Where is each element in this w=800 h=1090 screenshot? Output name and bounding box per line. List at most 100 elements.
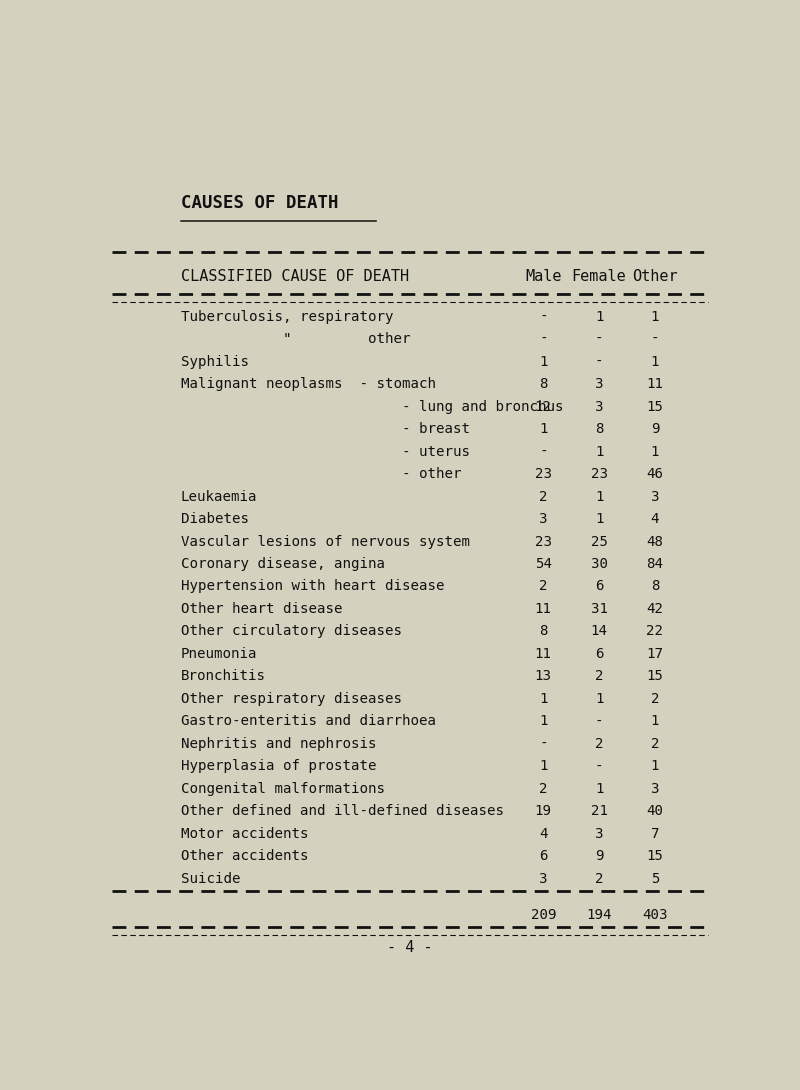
Text: Other accidents: Other accidents bbox=[181, 849, 308, 863]
Text: 1: 1 bbox=[595, 512, 603, 526]
Text: 1: 1 bbox=[650, 310, 659, 324]
Text: 3: 3 bbox=[650, 489, 659, 504]
Text: 15: 15 bbox=[646, 849, 663, 863]
Text: 6: 6 bbox=[595, 580, 603, 593]
Text: 3: 3 bbox=[650, 782, 659, 796]
Text: Congenital malformations: Congenital malformations bbox=[181, 782, 385, 796]
Text: 1: 1 bbox=[595, 489, 603, 504]
Text: Suicide: Suicide bbox=[181, 872, 240, 886]
Text: Coronary disease, angina: Coronary disease, angina bbox=[181, 557, 385, 571]
Text: Other circulatory diseases: Other circulatory diseases bbox=[181, 625, 402, 639]
Text: Female: Female bbox=[572, 269, 626, 284]
Text: 2: 2 bbox=[595, 669, 603, 683]
Text: 1: 1 bbox=[650, 760, 659, 774]
Text: 31: 31 bbox=[590, 602, 608, 616]
Text: 30: 30 bbox=[590, 557, 608, 571]
Text: -: - bbox=[539, 445, 547, 459]
Text: 8: 8 bbox=[595, 422, 603, 436]
Text: Motor accidents: Motor accidents bbox=[181, 827, 308, 840]
Text: 23: 23 bbox=[534, 467, 552, 481]
Text: -: - bbox=[595, 354, 603, 368]
Text: 84: 84 bbox=[646, 557, 663, 571]
Text: 2: 2 bbox=[595, 737, 603, 751]
Text: 14: 14 bbox=[590, 625, 608, 639]
Text: CLASSIFIED CAUSE OF DEATH: CLASSIFIED CAUSE OF DEATH bbox=[181, 269, 409, 284]
Text: 1: 1 bbox=[595, 692, 603, 706]
Text: 12: 12 bbox=[534, 400, 552, 413]
Text: Leukaemia: Leukaemia bbox=[181, 489, 257, 504]
Text: 4: 4 bbox=[539, 827, 547, 840]
Text: 54: 54 bbox=[534, 557, 552, 571]
Text: Hyperplasia of prostate: Hyperplasia of prostate bbox=[181, 760, 376, 774]
Text: 8: 8 bbox=[539, 625, 547, 639]
Text: 7: 7 bbox=[650, 827, 659, 840]
Text: 2: 2 bbox=[539, 782, 547, 796]
Text: 1: 1 bbox=[539, 714, 547, 728]
Text: - other: - other bbox=[181, 467, 461, 481]
Text: Bronchitis: Bronchitis bbox=[181, 669, 266, 683]
Text: 3: 3 bbox=[539, 512, 547, 526]
Text: 25: 25 bbox=[590, 534, 608, 548]
Text: 1: 1 bbox=[539, 354, 547, 368]
Text: 8: 8 bbox=[539, 377, 547, 391]
Text: -: - bbox=[539, 332, 547, 346]
Text: 2: 2 bbox=[650, 692, 659, 706]
Text: 13: 13 bbox=[534, 669, 552, 683]
Text: 1: 1 bbox=[595, 782, 603, 796]
Text: 2: 2 bbox=[539, 580, 547, 593]
Text: Gastro-enteritis and diarrhoea: Gastro-enteritis and diarrhoea bbox=[181, 714, 436, 728]
Text: Other heart disease: Other heart disease bbox=[181, 602, 342, 616]
Text: Pneumonia: Pneumonia bbox=[181, 647, 257, 661]
Text: - breast: - breast bbox=[181, 422, 470, 436]
Text: - 4 -: - 4 - bbox=[387, 940, 433, 955]
Text: - lung and bronchus: - lung and bronchus bbox=[181, 400, 563, 413]
Text: -: - bbox=[539, 310, 547, 324]
Text: 1: 1 bbox=[650, 354, 659, 368]
Text: 1: 1 bbox=[539, 692, 547, 706]
Text: 1: 1 bbox=[539, 422, 547, 436]
Text: 1: 1 bbox=[650, 445, 659, 459]
Text: 42: 42 bbox=[646, 602, 663, 616]
Text: CAUSES OF DEATH: CAUSES OF DEATH bbox=[181, 194, 338, 211]
Text: Tuberculosis, respiratory: Tuberculosis, respiratory bbox=[181, 310, 393, 324]
Text: 4: 4 bbox=[650, 512, 659, 526]
Text: -: - bbox=[539, 737, 547, 751]
Text: Diabetes: Diabetes bbox=[181, 512, 249, 526]
Text: 22: 22 bbox=[646, 625, 663, 639]
Text: 3: 3 bbox=[595, 377, 603, 391]
Text: 3: 3 bbox=[539, 872, 547, 886]
Text: -: - bbox=[650, 332, 659, 346]
Text: Male: Male bbox=[525, 269, 562, 284]
Text: 11: 11 bbox=[646, 377, 663, 391]
Text: 5: 5 bbox=[650, 872, 659, 886]
Text: 3: 3 bbox=[595, 400, 603, 413]
Text: 21: 21 bbox=[590, 804, 608, 819]
Text: 194: 194 bbox=[586, 908, 612, 922]
Text: 1: 1 bbox=[650, 714, 659, 728]
Text: 23: 23 bbox=[534, 534, 552, 548]
Text: - uterus: - uterus bbox=[181, 445, 470, 459]
Text: 3: 3 bbox=[595, 827, 603, 840]
Text: 40: 40 bbox=[646, 804, 663, 819]
Text: 9: 9 bbox=[650, 422, 659, 436]
Text: 48: 48 bbox=[646, 534, 663, 548]
Text: 19: 19 bbox=[534, 804, 552, 819]
Text: -: - bbox=[595, 714, 603, 728]
Text: Vascular lesions of nervous system: Vascular lesions of nervous system bbox=[181, 534, 470, 548]
Text: 6: 6 bbox=[539, 849, 547, 863]
Text: 6: 6 bbox=[595, 647, 603, 661]
Text: Other defined and ill-defined diseases: Other defined and ill-defined diseases bbox=[181, 804, 504, 819]
Text: 11: 11 bbox=[534, 647, 552, 661]
Text: 2: 2 bbox=[595, 872, 603, 886]
Text: 1: 1 bbox=[539, 760, 547, 774]
Text: 1: 1 bbox=[595, 310, 603, 324]
Text: 9: 9 bbox=[595, 849, 603, 863]
Text: 209: 209 bbox=[530, 908, 556, 922]
Text: Syphilis: Syphilis bbox=[181, 354, 249, 368]
Text: Hypertension with heart disease: Hypertension with heart disease bbox=[181, 580, 444, 593]
Text: 11: 11 bbox=[534, 602, 552, 616]
Text: 8: 8 bbox=[650, 580, 659, 593]
Text: Other: Other bbox=[632, 269, 678, 284]
Text: 2: 2 bbox=[539, 489, 547, 504]
Text: 23: 23 bbox=[590, 467, 608, 481]
